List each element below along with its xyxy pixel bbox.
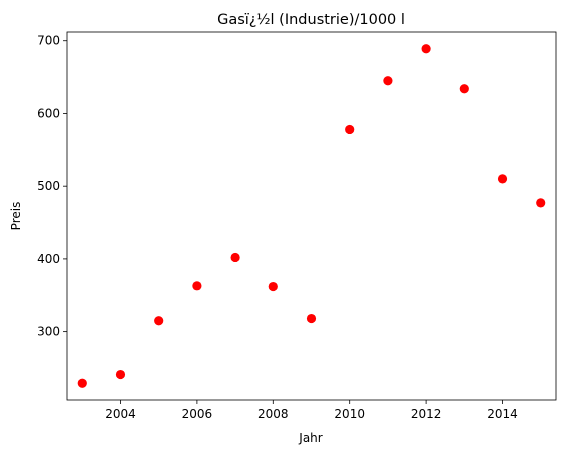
- data-point-2012: [421, 44, 431, 54]
- data-point-2004: [115, 369, 126, 380]
- data-point-2003: [77, 378, 87, 388]
- data-point-2010: [345, 124, 355, 135]
- data-point-2007: [230, 252, 240, 263]
- data-points: [77, 44, 546, 388]
- x-axis: 2004 2006 2008 2010 2012 2014: [105, 400, 518, 421]
- x-tick-label: 2010: [334, 407, 365, 421]
- data-point-2005: [154, 316, 164, 326]
- y-axis: 300 400 500 600 700: [37, 34, 67, 339]
- x-tick-label: 2006: [182, 407, 213, 421]
- y-tick-label: 600: [37, 106, 60, 120]
- data-point-2011: [383, 76, 393, 86]
- data-point-2009: [306, 313, 317, 324]
- y-tick-label: 700: [37, 34, 60, 48]
- data-point-2015: [536, 198, 546, 208]
- y-tick-label: 400: [37, 252, 60, 266]
- chart-title: Gasï¿½l (Industrie)/1000 l: [217, 12, 405, 28]
- data-point-2013: [459, 84, 469, 94]
- y-tick-label: 500: [37, 179, 60, 193]
- x-tick-label: 2014: [487, 407, 518, 421]
- plot-frame: [66, 31, 557, 401]
- x-tick-label: 2008: [258, 407, 289, 421]
- data-point-2008: [268, 281, 278, 292]
- x-tick-label: 2004: [105, 407, 136, 421]
- x-tick-label: 2012: [411, 407, 442, 421]
- data-point-2014: [497, 174, 508, 184]
- x-axis-label: Jahr: [298, 431, 322, 445]
- y-tick-label: 300: [37, 325, 60, 339]
- data-point-2006: [192, 281, 202, 291]
- plot-area: [66, 31, 557, 401]
- y-axis-label: Preis: [9, 202, 23, 231]
